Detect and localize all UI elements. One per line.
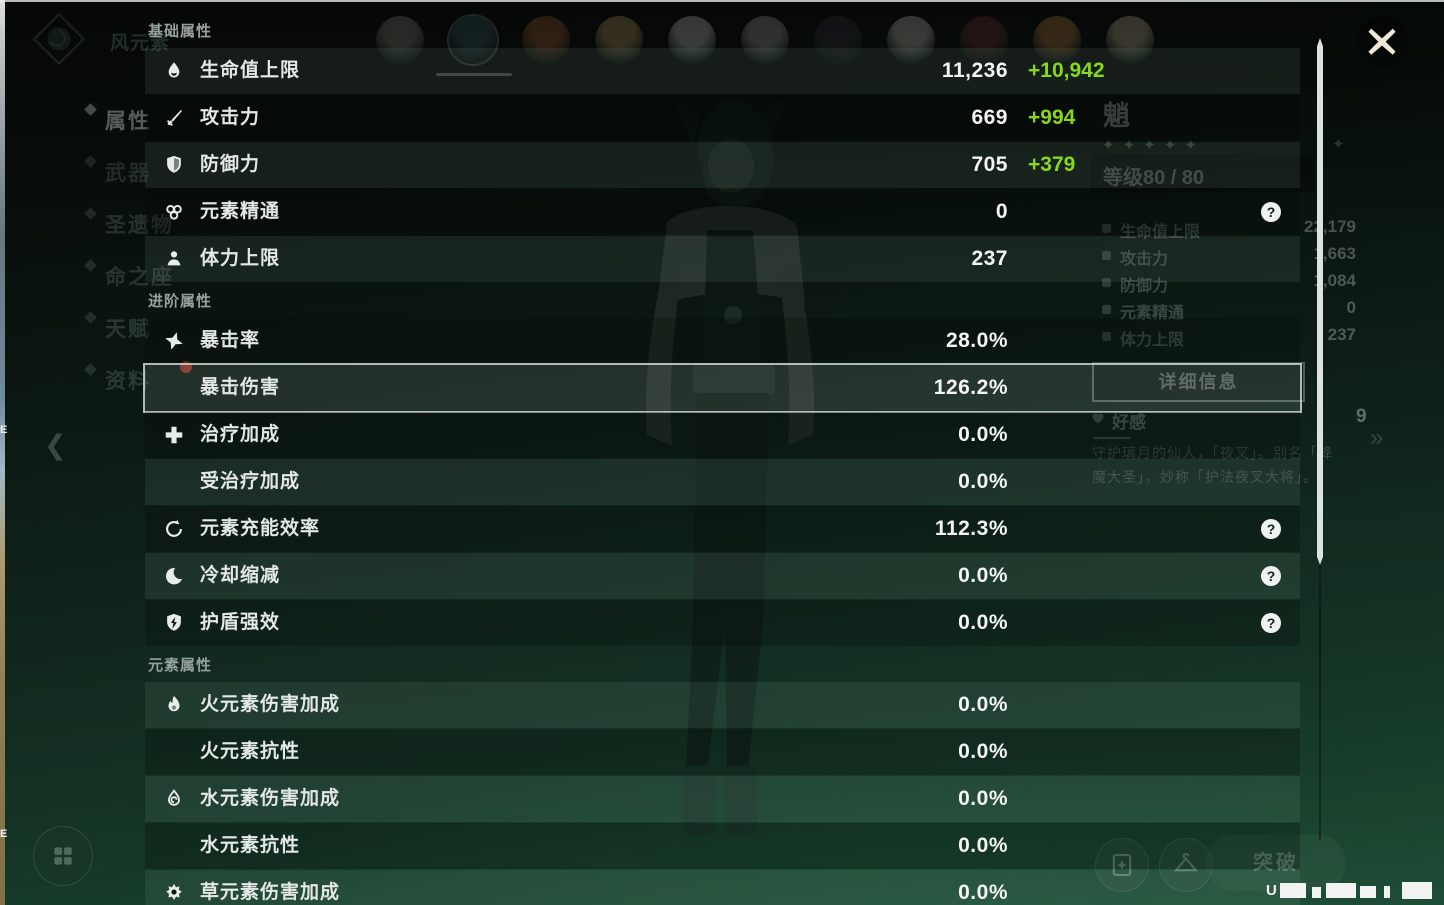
- stat-label: 攻击力: [200, 107, 261, 128]
- section-header: 进阶属性: [148, 293, 213, 310]
- hp-icon: [163, 60, 185, 82]
- stat-row[interactable]: 水元素抗性 0.0%: [145, 823, 1300, 869]
- uid-censor-block: [1312, 887, 1321, 898]
- stat-label: 火元素伤害加成: [200, 694, 341, 715]
- stat-value: 112.3%: [934, 517, 1008, 540]
- scrollbar-thumb[interactable]: [1317, 38, 1323, 565]
- atk-icon: [163, 107, 185, 129]
- dendro-icon: [163, 882, 185, 904]
- stat-row[interactable]: 受治疗加成 0.0%: [145, 459, 1300, 505]
- stat-label: 水元素伤害加成: [200, 788, 341, 809]
- healing-bonus-icon: [163, 424, 185, 446]
- stat-row[interactable]: 暴击率 28.0%: [145, 318, 1300, 364]
- top-border-line: [0, 0, 1444, 2]
- section-header: 基础属性: [148, 23, 213, 40]
- uid-censor-block: [1360, 886, 1376, 898]
- stat-label: 元素充能效率: [200, 518, 321, 539]
- stat-label: 治疗加成: [200, 424, 281, 445]
- stat-value: 237: [971, 247, 1008, 270]
- stat-value: 0.0%: [958, 564, 1008, 587]
- stat-label: 体力上限: [200, 248, 281, 269]
- stat-label: 元素精通: [200, 201, 281, 222]
- stat-row[interactable]: 草元素伤害加成 0.0%: [145, 870, 1300, 905]
- cooldown-icon: [163, 565, 185, 587]
- stat-bonus: +994: [1028, 106, 1076, 129]
- stat-row[interactable]: 火元素伤害加成 0.0%: [145, 682, 1300, 728]
- stat-value: 11,236: [941, 59, 1008, 82]
- stat-value: 126.2%: [933, 376, 1008, 399]
- stat-value: 0: [995, 200, 1008, 223]
- stat-row[interactable]: 水元素伤害加成 0.0%: [145, 776, 1300, 822]
- energy-recharge-icon: [163, 518, 185, 540]
- stat-value: 28.0%: [945, 329, 1008, 352]
- stat-bonus: +10,942: [1028, 59, 1105, 82]
- close-button[interactable]: [1356, 16, 1408, 68]
- uid-censor-block: [1280, 883, 1306, 898]
- scene-edge-strip: [0, 0, 5, 905]
- help-icon[interactable]: ?: [1261, 613, 1281, 633]
- stat-value: 705: [971, 153, 1008, 176]
- section-header: 元素属性: [148, 657, 213, 674]
- stat-row[interactable]: 护盾强效 0.0%?: [145, 600, 1300, 646]
- stat-bonus: +379: [1028, 153, 1076, 176]
- scene-text-fragment: E: [0, 424, 8, 436]
- elemental-mastery-icon: [163, 201, 185, 223]
- stat-row[interactable]: 暴击伤害 126.2%: [143, 363, 1302, 413]
- stat-label: 暴击伤害: [200, 377, 281, 398]
- stat-value: 0.0%: [958, 611, 1008, 634]
- hydro-icon: [163, 788, 185, 810]
- scene-text-fragment: E: [0, 828, 8, 840]
- stat-row[interactable]: 生命值上限 11,236 +10,942: [145, 48, 1300, 94]
- stat-value: 0.0%: [958, 423, 1008, 446]
- stat-value: 0.0%: [958, 740, 1008, 763]
- stat-value: 0.0%: [958, 787, 1008, 810]
- stat-label: 护盾强效: [200, 612, 281, 633]
- def-icon: [163, 154, 185, 176]
- stat-row[interactable]: 冷却缩减 0.0%?: [145, 553, 1300, 599]
- stat-row[interactable]: 治疗加成 0.0%: [145, 412, 1300, 458]
- uid-censored: U: [1266, 881, 1436, 901]
- stat-value: 0.0%: [958, 693, 1008, 716]
- uid-fragment: U: [1266, 882, 1277, 899]
- stat-value: 0.0%: [958, 881, 1008, 904]
- uid-censor-block: [1326, 883, 1356, 898]
- stat-label: 受治疗加成: [200, 471, 301, 492]
- stat-value: 0.0%: [958, 834, 1008, 857]
- uid-censor-block: [1384, 886, 1390, 898]
- stat-label: 火元素抗性: [200, 741, 301, 762]
- stat-row[interactable]: 元素精通 0?: [145, 189, 1300, 235]
- stat-value: 669: [971, 106, 1008, 129]
- stat-label: 生命值上限: [200, 60, 301, 81]
- stat-value: 0.0%: [958, 470, 1008, 493]
- close-icon: [1368, 28, 1396, 55]
- help-icon[interactable]: ?: [1261, 202, 1281, 222]
- uid-censor-block: [1402, 882, 1432, 899]
- crit-rate-icon: [163, 330, 185, 352]
- help-icon[interactable]: ?: [1261, 566, 1281, 586]
- stat-row[interactable]: 体力上限 237: [145, 236, 1300, 282]
- help-icon[interactable]: ?: [1261, 519, 1281, 539]
- stat-row[interactable]: 防御力 705 +379: [145, 142, 1300, 188]
- stat-label: 暴击率: [200, 330, 261, 351]
- stat-label: 冷却缩减: [200, 565, 281, 586]
- stat-row[interactable]: 攻击力 669 +994: [145, 95, 1300, 141]
- stat-row[interactable]: 元素充能效率 112.3%?: [145, 506, 1300, 552]
- stat-label: 草元素伤害加成: [200, 882, 341, 903]
- stamina-icon: [163, 248, 185, 270]
- stat-label: 水元素抗性: [200, 835, 301, 856]
- pyro-icon: [163, 694, 185, 716]
- stat-label: 防御力: [200, 154, 261, 175]
- stat-row[interactable]: 火元素抗性 0.0%: [145, 729, 1300, 775]
- shield-strength-icon: [163, 612, 185, 634]
